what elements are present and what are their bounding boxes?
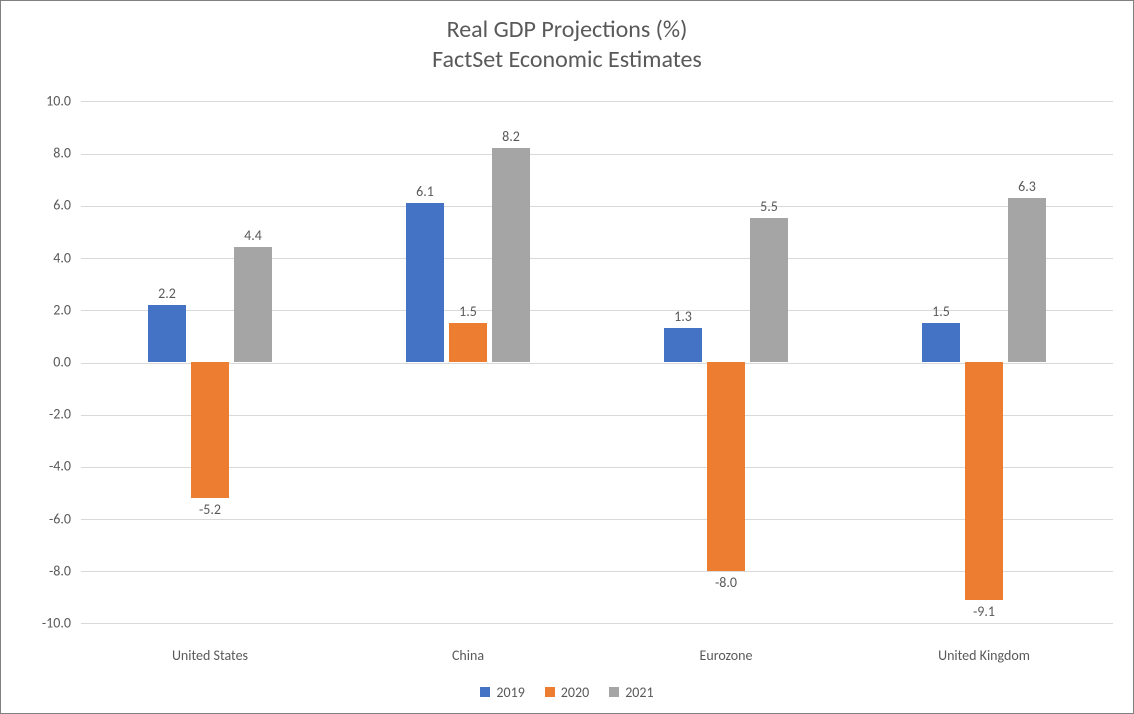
bar: 4.4	[234, 247, 272, 362]
bar-data-label: 1.5	[911, 303, 971, 320]
bar: 1.3	[664, 328, 702, 362]
legend-label: 2021	[625, 684, 653, 701]
bar-group: 6.11.58.2	[339, 101, 597, 623]
bar: 2.2	[148, 305, 186, 362]
legend-item: 2019	[480, 684, 524, 701]
y-tick-label: 0.0	[53, 354, 71, 371]
y-tick-label: 2.0	[53, 301, 71, 318]
bar: -5.2	[191, 362, 229, 498]
legend-swatch	[609, 687, 619, 697]
y-axis: 10.08.06.04.02.00.0-2.0-4.0-6.0-8.0-10.0	[21, 101, 79, 623]
bar: 8.2	[492, 148, 530, 362]
bar-data-label: 4.4	[223, 227, 283, 244]
bar-group: 1.5-9.16.3	[855, 101, 1113, 623]
y-tick-label: 8.0	[53, 145, 71, 162]
bar: -9.1	[965, 362, 1003, 600]
bar: 5.5	[750, 218, 788, 362]
bar-data-label: -9.1	[954, 603, 1014, 620]
chart-title-line2: FactSet Economic Estimates	[1, 45, 1133, 75]
legend-swatch	[480, 687, 490, 697]
chart-container: Real GDP Projections (%) FactSet Economi…	[0, 0, 1134, 714]
chart-title-line1: Real GDP Projections (%)	[1, 15, 1133, 45]
bar-data-label: 1.5	[438, 303, 498, 320]
bar-data-label: 2.2	[137, 285, 197, 302]
category: 1.5-9.16.3United Kingdom	[855, 101, 1113, 643]
category: 1.3-8.05.5Eurozone	[597, 101, 855, 643]
bar-data-label: 8.2	[481, 128, 541, 145]
category-label: China	[339, 647, 597, 664]
y-tick-label: -4.0	[49, 458, 71, 475]
bar-data-label: 1.3	[653, 308, 713, 325]
category: 6.11.58.2China	[339, 101, 597, 643]
bar-data-label: -8.0	[696, 574, 756, 591]
y-tick-label: 6.0	[53, 197, 71, 214]
y-tick-label: -2.0	[49, 406, 71, 423]
category-label: Eurozone	[597, 647, 855, 664]
bar-group: 1.3-8.05.5	[597, 101, 855, 623]
categories-row: 2.2-5.24.4United States6.11.58.2China1.3…	[81, 101, 1113, 643]
bar: -8.0	[707, 362, 745, 571]
bar: 6.3	[1008, 198, 1046, 362]
legend: 2019 2020 2021	[1, 684, 1133, 702]
legend-item: 2021	[609, 684, 653, 701]
y-tick-label: -8.0	[49, 562, 71, 579]
legend-label: 2020	[561, 684, 589, 701]
bar-data-label: 6.1	[395, 183, 455, 200]
legend-swatch	[545, 687, 555, 697]
bar: 6.1	[406, 203, 444, 362]
plot-wrap: 10.08.06.04.02.00.0-2.0-4.0-6.0-8.0-10.0…	[21, 101, 1113, 643]
bar-data-label: -5.2	[180, 501, 240, 518]
bar-group: 2.2-5.24.4	[81, 101, 339, 623]
legend-item: 2020	[545, 684, 589, 701]
bar-data-label: 5.5	[739, 198, 799, 215]
bar: 1.5	[449, 323, 487, 362]
y-tick-label: -10.0	[42, 615, 71, 632]
category-label: United Kingdom	[855, 647, 1113, 664]
legend-label: 2019	[496, 684, 524, 701]
bar: 1.5	[922, 323, 960, 362]
y-tick-label: 4.0	[53, 249, 71, 266]
y-tick-label: -6.0	[49, 510, 71, 527]
chart-title: Real GDP Projections (%) FactSet Economi…	[1, 1, 1133, 75]
category-label: United States	[81, 647, 339, 664]
category: 2.2-5.24.4United States	[81, 101, 339, 643]
bar-data-label: 6.3	[997, 178, 1057, 195]
y-tick-label: 10.0	[46, 93, 71, 110]
